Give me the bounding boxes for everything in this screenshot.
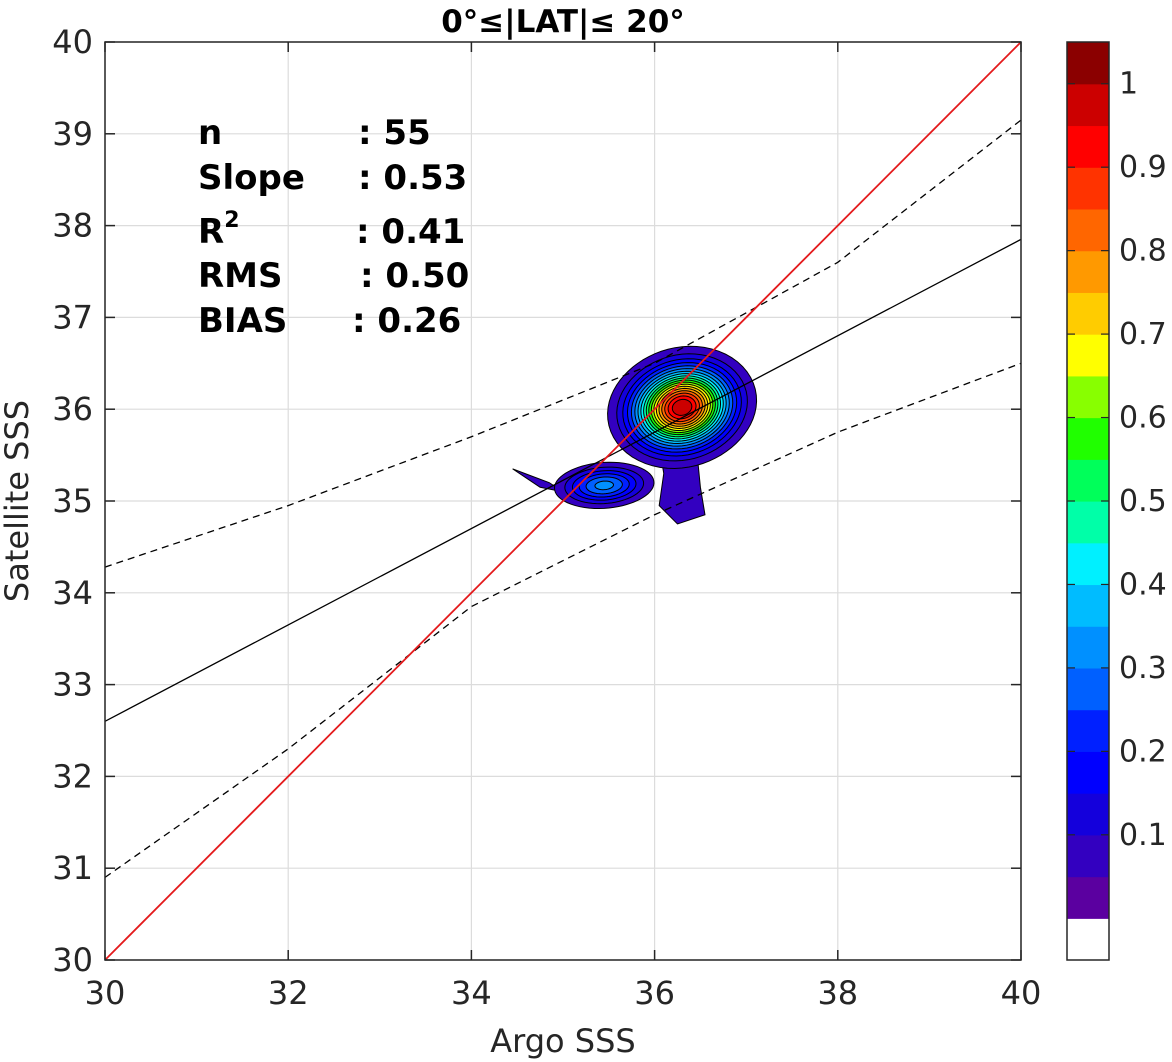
x-tick-label: 38 bbox=[817, 974, 858, 1012]
x-tick-label: 40 bbox=[1001, 974, 1042, 1012]
colorbar-segment bbox=[1067, 208, 1109, 252]
axis-ticks: 30 32 34 36 38 40 30 31 32 33 34 35 36 37 38 39 40 bbox=[52, 23, 1041, 1012]
y-tick-label: 35 bbox=[52, 482, 93, 520]
y-tick-label: 31 bbox=[52, 849, 93, 887]
colorbar-segment bbox=[1067, 459, 1109, 502]
colorbar-segment bbox=[1067, 417, 1109, 460]
colorbar-segment bbox=[1067, 501, 1109, 544]
statistics-box: n : 55 Slope : 0.53 R2 : 0.41 RMS : 0.50… bbox=[198, 113, 469, 341]
y-tick-label: 34 bbox=[52, 574, 93, 612]
y-tick-label: 37 bbox=[52, 298, 93, 336]
colorbar-segment bbox=[1067, 626, 1109, 669]
colorbar-segment bbox=[1067, 751, 1109, 794]
chart-title: 0°≤|LAT|≤ 20° bbox=[441, 4, 685, 40]
colorbar-segment bbox=[1067, 793, 1109, 836]
x-tick-label: 34 bbox=[451, 974, 492, 1012]
colorbar-segment bbox=[1067, 584, 1109, 627]
x-tick-label: 36 bbox=[634, 974, 675, 1012]
stat-bias-value: : 0.26 bbox=[352, 301, 461, 341]
reference-lines bbox=[105, 42, 1021, 960]
y-tick-label: 30 bbox=[52, 941, 93, 979]
density-region-low bbox=[512, 468, 564, 493]
upper-bound-line bbox=[105, 119, 1021, 568]
colorbar-segment bbox=[1067, 375, 1109, 419]
colorbar-tick-label: 0.8 bbox=[1119, 234, 1167, 269]
y-tick-label: 33 bbox=[52, 666, 93, 704]
stat-rms-label: RMS bbox=[198, 256, 283, 296]
colorbar-segment bbox=[1067, 83, 1109, 127]
colorbar-tick-label: 0.2 bbox=[1119, 734, 1167, 769]
density-contour-level bbox=[594, 480, 615, 491]
stat-r2-base: R bbox=[198, 212, 224, 252]
colorbar-segment bbox=[1067, 709, 1109, 752]
colorbar-tick-label: 0.3 bbox=[1119, 651, 1167, 686]
lower-bound-line bbox=[105, 362, 1021, 878]
y-axis-label: Satellite SSS bbox=[0, 400, 36, 602]
colorbar-tick-label: 0.5 bbox=[1119, 484, 1167, 519]
colorbar-tick-label: 0.4 bbox=[1119, 567, 1167, 602]
colorbar-segment bbox=[1067, 42, 1109, 85]
y-tick-label: 39 bbox=[52, 115, 93, 153]
one-to-one-line bbox=[105, 42, 1021, 960]
stat-r2-superscript: 2 bbox=[224, 208, 239, 233]
y-tick-label: 36 bbox=[52, 390, 93, 428]
colorbar-segment bbox=[1067, 167, 1109, 210]
density-contour-level bbox=[671, 398, 693, 416]
colorbar-tick-label: 0.7 bbox=[1119, 317, 1167, 352]
colorbar-segment bbox=[1067, 834, 1109, 878]
x-tick-label: 30 bbox=[85, 974, 126, 1012]
y-tick-label: 38 bbox=[52, 207, 93, 245]
colorbar: 0.1 0.2 0.3 0.4 0.5 0.6 0.7 0.8 0.9 1 bbox=[1066, 41, 1167, 961]
colorbar-tick-label: 1 bbox=[1119, 67, 1138, 102]
stat-r2-label: R2 bbox=[198, 208, 240, 252]
colorbar-tick-label: 0.9 bbox=[1119, 150, 1167, 185]
density-contours bbox=[512, 345, 758, 525]
regression-line bbox=[105, 238, 1021, 722]
colorbar-segment bbox=[1067, 334, 1109, 377]
x-axis-label: Argo SSS bbox=[490, 1022, 635, 1060]
stat-slope-value: : 0.53 bbox=[358, 158, 467, 198]
colorbar-segment bbox=[1067, 542, 1109, 586]
y-tick-label: 40 bbox=[52, 23, 93, 61]
grid bbox=[104, 41, 1022, 961]
colorbar-segment bbox=[1067, 667, 1109, 711]
colorbar-tick-label: 0.1 bbox=[1119, 818, 1167, 853]
colorbar-segment bbox=[1067, 125, 1109, 168]
colorbar-segment bbox=[1067, 250, 1109, 293]
colorbar-segment bbox=[1067, 292, 1109, 335]
stat-rms-value: : 0.50 bbox=[360, 256, 469, 296]
y-tick-label: 32 bbox=[52, 757, 93, 795]
stat-bias-label: BIAS bbox=[198, 301, 287, 341]
stat-r2-value: : 0.41 bbox=[356, 212, 465, 252]
colorbar-tick-label: 0.6 bbox=[1119, 401, 1167, 436]
colorbar-segment bbox=[1067, 876, 1109, 919]
x-tick-label: 32 bbox=[268, 974, 309, 1012]
colorbar-segment bbox=[1067, 918, 1109, 961]
stat-n-label: n bbox=[198, 113, 222, 153]
stat-n-value: : 55 bbox=[358, 113, 431, 153]
stat-slope-label: Slope bbox=[198, 158, 305, 198]
